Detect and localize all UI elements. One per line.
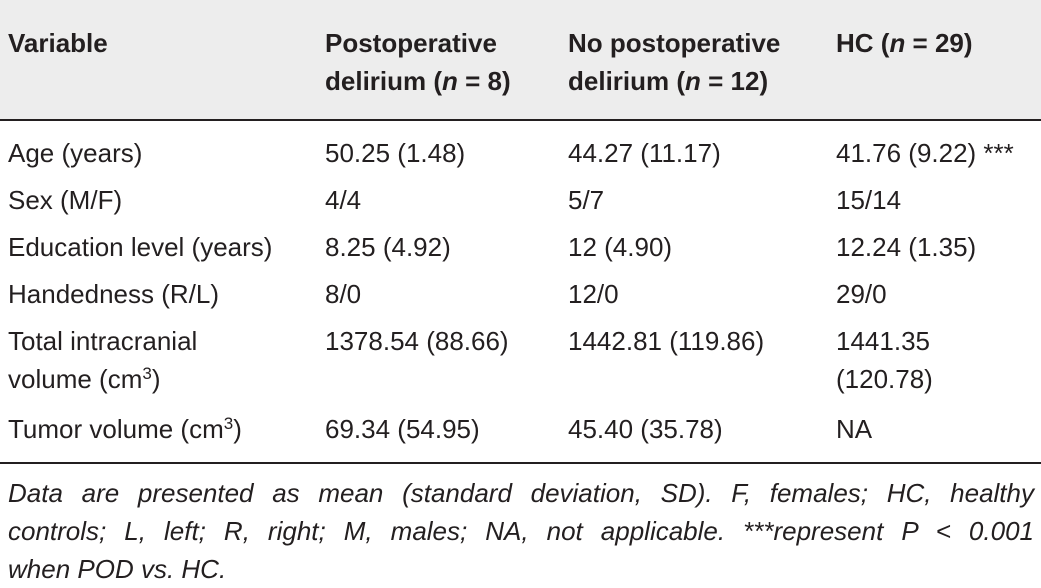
footnote-line2: controls; L, left; R, right; M, males; N… — [8, 516, 1034, 546]
row-age-hc: 41.76 (9.22) *** — [836, 138, 1014, 168]
header-pod-line2-post: = 8) — [457, 66, 511, 96]
header-hc-n: n — [889, 28, 906, 58]
footnote-line1: Data are presented as mean (standard dev… — [8, 478, 1034, 508]
header-postoperative-delirium: Postoperative delirium (n = 8) — [325, 24, 511, 100]
row-tiv-nopod: 1442.81 (119.86) — [568, 326, 765, 356]
header-nopod-n: n — [685, 66, 701, 96]
table-footnote: Data are presented as mean (standard dev… — [8, 474, 1034, 588]
header-variable: Variable — [8, 24, 108, 62]
table-header-background — [0, 0, 1041, 120]
header-no-postoperative-delirium: No postoperative delirium (n = 12) — [568, 24, 780, 100]
row-handedness-label: Handedness (R/L) — [8, 279, 219, 309]
row-sex-label: Sex (M/F) — [8, 185, 123, 215]
row-tiv-label: Total intracranial volume (cm3) — [8, 322, 197, 398]
row-tumor-label-sup: 3 — [223, 414, 234, 433]
row-tiv-hc-line2: (120.78) — [836, 364, 933, 394]
row-education-label: Education level (years) — [8, 232, 273, 262]
header-pod-n: n — [442, 66, 458, 96]
row-tumor-pod: 69.34 (54.95) — [325, 414, 480, 444]
row-age-nopod: 44.27 (11.17) — [568, 138, 721, 168]
footnote-line3: when POD vs. HC. — [8, 554, 227, 584]
row-tiv-label-sup: 3 — [142, 364, 152, 383]
header-nopod-line1: No postoperative — [568, 28, 781, 58]
row-tumor-nopod: 45.40 (35.78) — [568, 414, 723, 444]
footer-divider — [0, 462, 1041, 464]
row-tiv-label-close: ) — [151, 364, 161, 394]
header-pod-line1: Postoperative — [325, 28, 497, 58]
row-handedness-pod: 8/0 — [325, 279, 362, 309]
header-pod-line2-pre: delirium ( — [325, 66, 443, 96]
row-sex-nopod: 5/7 — [568, 185, 605, 215]
row-education-hc: 12.24 (1.35) — [836, 232, 977, 262]
row-education-pod: 8.25 (4.92) — [325, 232, 451, 262]
row-tumor-label-close: ) — [233, 414, 242, 444]
header-variable-label: Variable — [8, 28, 108, 58]
row-sex-hc: 15/14 — [836, 185, 902, 215]
row-tiv-label-line1: Total intracranial — [8, 326, 198, 356]
row-age-pod: 50.25 (1.48) — [325, 138, 466, 168]
row-handedness-hc: 29/0 — [836, 279, 887, 309]
row-tumor-label-text: Tumor volume (cm — [8, 414, 224, 444]
header-hc-pre: HC ( — [836, 28, 890, 58]
header-nopod-line2-post: = 12) — [700, 66, 769, 96]
row-tiv-pod: 1378.54 (88.66) — [325, 326, 509, 356]
header-hc-post: = 29) — [905, 28, 973, 58]
row-education-nopod: 12 (4.90) — [568, 232, 673, 262]
row-tiv-label-line2: volume (cm — [8, 364, 143, 394]
header-divider — [0, 119, 1041, 121]
row-tiv-hc: 1441.35 (120.78) — [836, 322, 933, 398]
row-handedness-nopod: 12/0 — [568, 279, 619, 309]
row-tiv-hc-line1: 1441.35 — [836, 326, 930, 356]
header-nopod-line2-pre: delirium ( — [568, 66, 686, 96]
row-age-label: Age (years) — [8, 138, 143, 168]
row-tumor-hc: NA — [836, 414, 873, 444]
header-hc: HC (n = 29) — [836, 24, 973, 62]
row-tumor-label: Tumor volume (cm3) — [8, 410, 242, 448]
row-sex-pod: 4/4 — [325, 185, 362, 215]
